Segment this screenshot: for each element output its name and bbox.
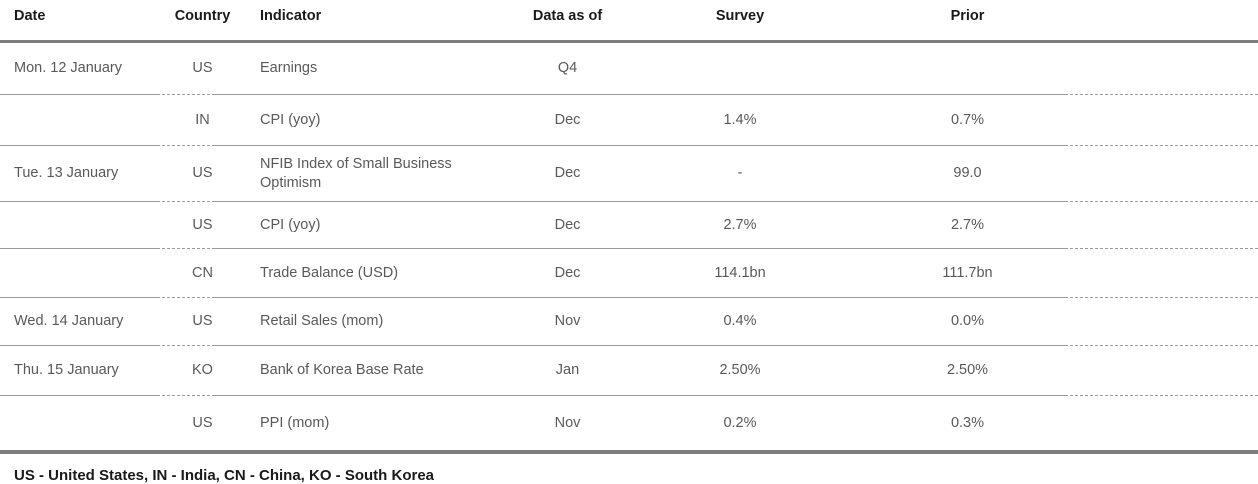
cell-data-as-of: Dec — [554, 264, 581, 281]
row-separator — [0, 201, 1258, 202]
col-header-data-as-of: Data as of — [532, 8, 603, 24]
cell-indicator: Earnings — [260, 60, 318, 77]
cell-data-as-of: Jan — [555, 362, 580, 379]
cell-data-as-of: Q4 — [557, 60, 578, 77]
cell-country: KO — [192, 362, 213, 379]
table-row: US CPI (yoy) Dec 2.7% 2.7% — [0, 202, 1258, 248]
cell-survey: - — [737, 165, 743, 182]
table-row: Mon. 12 January US Earnings Q4 — [0, 43, 1258, 94]
col-header-country: Country — [174, 8, 231, 24]
cell-data-as-of: Nov — [554, 414, 581, 431]
cell-survey: 2.7% — [723, 216, 757, 233]
table-row: CN Trade Balance (USD) Dec 114.1bn 111.7… — [0, 249, 1258, 297]
cell-data-as-of: Dec — [554, 216, 581, 233]
cell-survey: 1.4% — [723, 111, 757, 128]
col-header-date: Date — [14, 8, 46, 24]
cell-survey: 2.50% — [719, 362, 761, 379]
cell-prior: 2.50% — [946, 362, 989, 379]
cell-indicator: CPI (yoy) — [260, 216, 321, 233]
cell-survey: 114.1bn — [714, 264, 766, 281]
cell-prior: 0.3% — [950, 414, 985, 431]
cell-data-as-of: Dec — [554, 165, 581, 182]
cell-date: Thu. 15 January — [14, 362, 119, 379]
row-separator — [0, 395, 1258, 396]
table-row: IN CPI (yoy) Dec 1.4% 0.7% — [0, 95, 1258, 145]
cell-country: US — [192, 313, 213, 330]
cell-prior: 99.0 — [953, 165, 982, 182]
cell-date: Wed. 14 January — [14, 313, 124, 330]
cell-country: CN — [192, 264, 213, 281]
cell-prior: 0.0% — [950, 313, 985, 330]
table-row: Wed. 14 January US Retail Sales (mom) No… — [0, 298, 1258, 345]
table-row: Thu. 15 January KO Bank of Korea Base Ra… — [0, 346, 1258, 395]
col-header-prior: Prior — [950, 8, 985, 24]
table-row: Tue. 13 January US NFIB Index of Small B… — [0, 146, 1258, 201]
row-separator — [0, 145, 1258, 146]
cell-indicator: PPI (mom) — [260, 414, 330, 431]
cell-indicator: NFIB Index of Small Business Optimism — [260, 156, 452, 191]
cell-data-as-of: Nov — [554, 313, 581, 330]
row-separator — [0, 248, 1258, 249]
cell-prior: 2.7% — [950, 216, 985, 233]
cell-country: US — [192, 216, 213, 233]
cell-country: US — [192, 414, 213, 431]
col-header-survey: Survey — [715, 8, 765, 24]
row-separator — [0, 345, 1258, 346]
cell-survey: 0.4% — [723, 313, 757, 330]
col-header-indicator: Indicator — [260, 8, 322, 24]
cell-country: US — [192, 165, 213, 182]
row-separator — [0, 94, 1258, 95]
cell-country: IN — [195, 111, 210, 128]
cell-country: US — [192, 60, 213, 77]
cell-data-as-of: Dec — [554, 111, 581, 128]
table-bottom-rule — [0, 450, 1258, 454]
cell-survey: 0.2% — [723, 414, 757, 431]
cell-indicator: Bank of Korea Base Rate — [260, 362, 424, 379]
table-row: US PPI (mom) Nov 0.2% 0.3% — [0, 396, 1258, 450]
country-legend: US - United States, IN - India, CN - Chi… — [14, 467, 435, 484]
row-separator — [0, 297, 1258, 298]
cell-date: Tue. 13 January — [14, 165, 119, 182]
cell-prior: 111.7bn — [942, 264, 993, 281]
cell-indicator: Retail Sales (mom) — [260, 313, 384, 330]
cell-prior: 0.7% — [950, 111, 985, 128]
cell-date: Mon. 12 January — [14, 60, 123, 77]
cell-indicator: Trade Balance (USD) — [260, 264, 399, 281]
cell-indicator: CPI (yoy) — [260, 111, 321, 128]
header-rule — [0, 40, 1258, 43]
table-header-row: Date Country Indicator Data as of Survey… — [0, 0, 1258, 40]
